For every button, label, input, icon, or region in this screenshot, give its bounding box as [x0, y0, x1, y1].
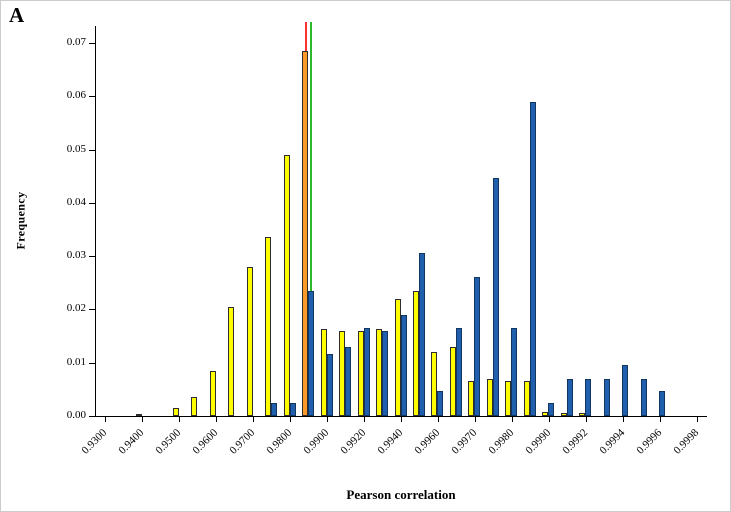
- yellow-bar: [357, 330, 364, 416]
- x-tick: [696, 417, 698, 422]
- blue-bar: [326, 353, 333, 416]
- blue-bar: [529, 101, 536, 416]
- x-tick: [364, 417, 366, 422]
- blue-bar: [455, 328, 462, 416]
- x-tick: [437, 417, 439, 422]
- yellow-bar: [209, 370, 216, 416]
- blue-bar: [437, 390, 444, 416]
- y-tick-label: 0.00: [66, 409, 86, 421]
- yellow-bar: [320, 329, 327, 416]
- y-axis-line: [95, 26, 96, 417]
- blue-bar: [585, 378, 592, 416]
- y-tick-label: 0.05: [66, 142, 86, 155]
- blue-bar: [511, 328, 518, 416]
- y-tick-label: 0.03: [66, 249, 86, 262]
- x-tick: [290, 417, 292, 422]
- yellow-bar: [135, 414, 142, 416]
- yellow-bar: [468, 381, 475, 416]
- y-tick-label: 0.07: [66, 36, 86, 48]
- x-tick: [253, 417, 255, 422]
- yellow-bar: [579, 413, 586, 416]
- yellow-bar: [283, 154, 290, 416]
- blue-bar: [271, 402, 278, 416]
- x-tick: [179, 417, 181, 422]
- y-tick-label: 0.02: [66, 302, 86, 315]
- blue-bar: [363, 328, 370, 416]
- x-axis-line: [95, 416, 707, 417]
- y-tick: [89, 309, 95, 311]
- yellow-bar: [246, 266, 253, 416]
- yellow-bar: [412, 290, 419, 416]
- x-tick: [622, 417, 624, 422]
- y-axis-title: Frequency: [13, 191, 28, 250]
- x-tick: [327, 417, 329, 422]
- y-tick: [89, 96, 95, 98]
- green-reference-line: [309, 22, 312, 415]
- y-tick: [89, 149, 95, 151]
- y-tick: [89, 43, 95, 44]
- yellow-bar: [265, 237, 272, 416]
- yellow-bar: [339, 330, 346, 416]
- blue-bar: [308, 290, 315, 416]
- blue-bar: [418, 253, 425, 416]
- yellow-bar: [376, 329, 382, 416]
- blue-bar: [548, 402, 555, 416]
- x-tick: [659, 417, 661, 422]
- yellow-bar: [505, 381, 512, 416]
- panel-letter: A: [9, 3, 25, 27]
- x-tick: [474, 417, 476, 422]
- y-tick: [89, 416, 95, 417]
- x-tick: [142, 417, 144, 422]
- x-tick: [585, 417, 587, 422]
- blue-bar: [345, 346, 352, 416]
- yellow-bar: [228, 306, 235, 416]
- yellow-bar: [431, 352, 438, 416]
- x-tick: [548, 417, 550, 422]
- y-tick: [89, 362, 95, 364]
- yellow-bar: [542, 411, 549, 416]
- yellow-bar: [394, 298, 401, 416]
- y-tick-label: 0.01: [66, 355, 86, 368]
- yellow-bar: [449, 346, 456, 416]
- blue-bar: [640, 378, 647, 416]
- blue-bar: [474, 277, 481, 416]
- yellow-bar: [486, 378, 493, 416]
- x-tick: [511, 417, 513, 422]
- blue-bar: [622, 365, 629, 416]
- x-axis-title: Pearson correlation: [346, 487, 456, 502]
- blue-bar: [659, 390, 666, 416]
- yellow-bar: [560, 413, 567, 416]
- blue-bar: [400, 314, 407, 416]
- blue-bar: [603, 378, 610, 416]
- x-tick: [216, 417, 218, 422]
- y-tick-label: 0.06: [66, 89, 86, 102]
- y-tick-label: 0.04: [66, 195, 86, 208]
- yellow-bar: [523, 381, 530, 416]
- blue-bar: [289, 402, 296, 416]
- y-tick: [89, 256, 95, 258]
- blue-bar: [492, 177, 499, 416]
- y-tick: [89, 202, 95, 204]
- x-tick: [105, 417, 107, 422]
- blue-bar: [382, 330, 388, 416]
- yellow-bar: [302, 50, 309, 416]
- x-tick: [401, 417, 402, 422]
- yellow-bar: [172, 408, 179, 416]
- blue-bar: [566, 378, 573, 416]
- yellow-bar: [191, 397, 198, 416]
